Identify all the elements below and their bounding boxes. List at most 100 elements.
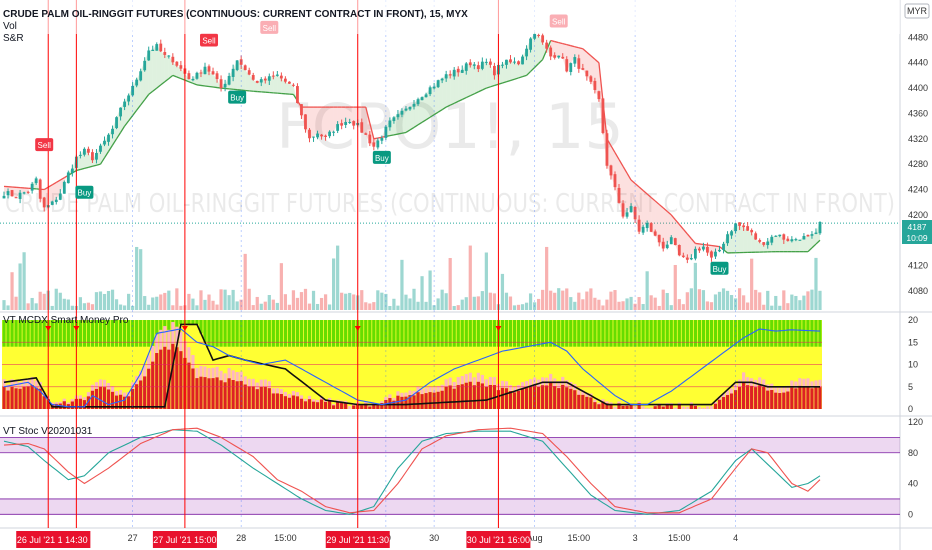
mcdx-green-column xyxy=(774,320,778,347)
currency-badge[interactable] xyxy=(904,3,930,19)
mcdx-red-column xyxy=(545,385,549,409)
indicator-vol-label[interactable]: Vol xyxy=(3,21,17,32)
mcdx-red-column xyxy=(203,377,207,409)
sr-line-segment xyxy=(614,152,620,160)
mcdx-red-column xyxy=(307,399,312,409)
mcdx-green-column xyxy=(428,320,432,347)
mcdx-axis-tick: 0 xyxy=(908,404,913,414)
volume-bar xyxy=(589,288,593,310)
sr-fill xyxy=(627,173,632,213)
mcdx-green-column xyxy=(637,320,641,347)
mcdx-green-column xyxy=(701,320,706,347)
volume-bar xyxy=(86,302,91,310)
volume-bar xyxy=(677,299,681,310)
sr-line-segment xyxy=(642,189,648,195)
sr-fill xyxy=(667,211,672,245)
mcdx-red-column xyxy=(573,390,577,409)
mcdx-green-column xyxy=(810,320,814,347)
candle-body xyxy=(187,73,191,80)
sr-fill xyxy=(514,61,519,80)
sr-line-segment xyxy=(465,95,471,99)
mcdx-pink-column xyxy=(673,407,677,409)
mcdx-green-column xyxy=(10,320,14,347)
indicator-sr-label[interactable]: S&R xyxy=(3,33,24,44)
sr-line-segment xyxy=(208,85,214,88)
mcdx-pane-label[interactable]: VT MCDX Smart Money Pro xyxy=(3,315,129,326)
mcdx-red-column xyxy=(448,385,452,409)
sr-fill xyxy=(172,62,177,77)
volume-bar xyxy=(187,293,191,310)
mcdx-red-column xyxy=(372,404,376,409)
mcdx-green-column xyxy=(621,320,625,347)
candle-body xyxy=(529,38,532,50)
buy-signal-badge[interactable] xyxy=(228,90,247,104)
volume-bar xyxy=(139,249,143,310)
candle-body xyxy=(810,234,814,236)
candle-body xyxy=(296,86,299,104)
mcdx-red-column xyxy=(524,388,529,409)
candle-body xyxy=(247,70,251,75)
mcdx-red-column xyxy=(191,368,195,409)
mcdx-red-column xyxy=(737,386,742,409)
volume-bar xyxy=(693,262,697,310)
sr-line-segment xyxy=(96,163,101,166)
candle-body xyxy=(573,57,577,64)
sr-line-segment xyxy=(562,42,567,46)
stoch-pane-label[interactable]: VT Stoc V20201031 xyxy=(3,426,93,437)
volume-bar xyxy=(573,301,577,310)
volume-bar xyxy=(717,291,722,310)
candle-body xyxy=(203,66,207,75)
mcdx-red-column xyxy=(352,405,356,409)
mcdx-red-column xyxy=(323,401,328,409)
mcdx-green-column xyxy=(360,320,364,347)
sr-line-segment xyxy=(212,86,218,89)
candle-body xyxy=(669,237,673,245)
mcdx-green-column xyxy=(593,320,597,347)
sr-fill xyxy=(422,94,427,123)
candle-body xyxy=(778,234,782,237)
candle-body xyxy=(147,50,151,61)
sr-line-segment xyxy=(136,104,142,111)
sell-signal-badge[interactable] xyxy=(200,33,219,47)
mcdx-green-column xyxy=(215,320,219,347)
volume-bar xyxy=(528,293,533,310)
sr-line-segment xyxy=(650,196,656,202)
volume-bar xyxy=(227,295,231,310)
sell-signal-badge[interactable] xyxy=(35,138,54,152)
mcdx-red-column xyxy=(18,388,22,409)
sr-line-segment xyxy=(59,177,65,181)
mcdx-green-column xyxy=(657,320,661,347)
mcdx-red-column xyxy=(476,381,480,409)
candle-body xyxy=(677,245,681,256)
mcdx-green-column xyxy=(319,320,324,347)
marker-arrow xyxy=(495,326,502,331)
buy-signal-badge[interactable] xyxy=(710,261,729,275)
volume-bar xyxy=(327,304,332,310)
sr-line-segment xyxy=(401,131,407,134)
volume-bar xyxy=(211,300,215,310)
mcdx-green-column xyxy=(412,320,416,347)
mcdx-green-column xyxy=(754,320,758,347)
mcdx-green-column xyxy=(452,320,456,347)
sr-line-segment xyxy=(176,76,182,80)
buy-signal-badge[interactable] xyxy=(372,150,391,164)
volume-bar xyxy=(605,299,609,310)
mcdx-pink-column xyxy=(641,406,645,409)
candle-body xyxy=(364,133,368,135)
volume-bar xyxy=(480,291,484,310)
mcdx-green-column xyxy=(219,320,223,347)
sr-fill xyxy=(393,114,398,135)
volume-bar xyxy=(432,305,436,310)
volume-bar xyxy=(191,298,195,310)
candle-body xyxy=(279,75,283,79)
sr-line-segment xyxy=(674,219,680,225)
candle-body xyxy=(649,223,653,232)
buy-signal-badge[interactable] xyxy=(75,185,94,199)
mcdx-green-column xyxy=(348,320,352,347)
mcdx-pink-column xyxy=(649,407,653,409)
mcdx-green-column xyxy=(227,320,231,347)
sr-fill xyxy=(458,69,463,102)
mcdx-green-column xyxy=(255,320,259,347)
candle-body xyxy=(332,131,336,133)
